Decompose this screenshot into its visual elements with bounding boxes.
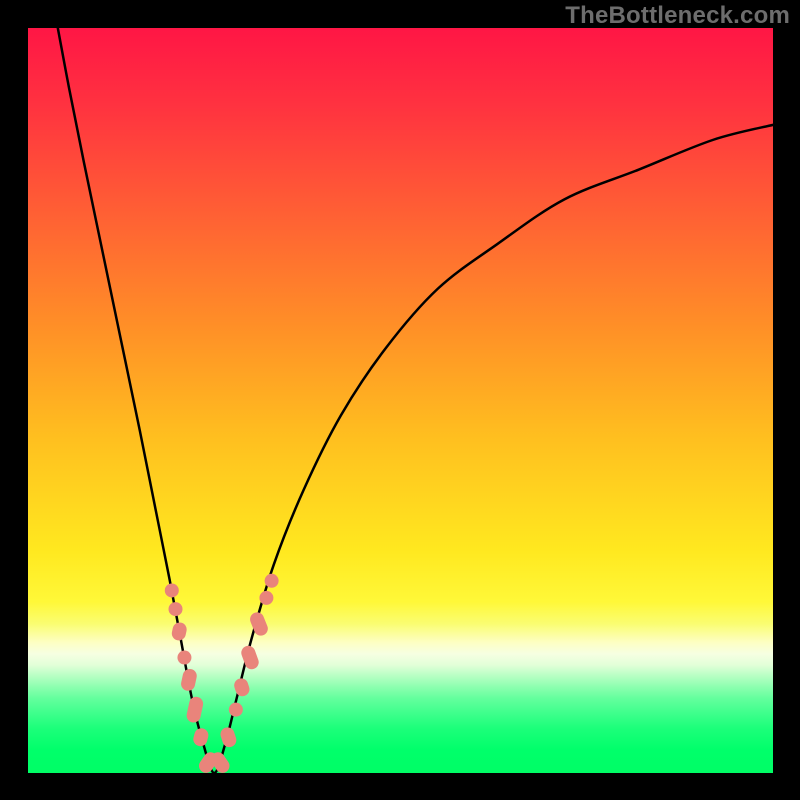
marker-circle bbox=[177, 651, 191, 665]
marker-circle bbox=[165, 583, 179, 597]
plot-area bbox=[28, 28, 773, 773]
marker-circle bbox=[229, 703, 243, 717]
marker-circle bbox=[259, 591, 273, 605]
watermark-text: TheBottleneck.com bbox=[565, 2, 790, 30]
chart-svg bbox=[28, 28, 773, 773]
marker-circle bbox=[265, 574, 279, 588]
chart-frame: TheBottleneck.com bbox=[0, 0, 800, 800]
marker-circle bbox=[169, 602, 183, 616]
gradient-background bbox=[28, 28, 773, 773]
